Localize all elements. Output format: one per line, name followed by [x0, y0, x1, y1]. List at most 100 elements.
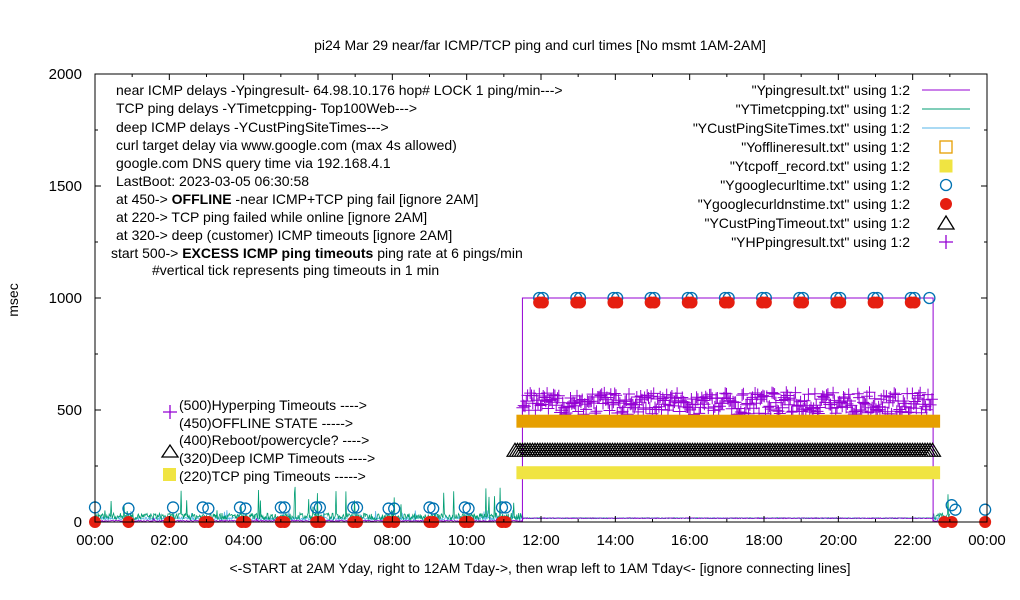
open-circle-point [239, 502, 252, 515]
annotation-offline-suffix: -near ICMP+TCP ping fail [ignore 2AM] [232, 191, 479, 207]
key-triangle-marker [160, 443, 180, 458]
open-circle-point [978, 503, 992, 516]
legend-marker-swatch [939, 235, 953, 249]
legend-entry-label: "Ygooglecurltime.txt" using 1:2 [720, 177, 910, 193]
annotation-2: TCP ping delays -YTimetcpping- Top100Web… [116, 100, 417, 116]
annotation-tick: #vertical tick represents ping timeouts … [152, 262, 439, 278]
band-3 [516, 414, 941, 428]
annotation-excess-prefix: start 500-> [111, 245, 182, 261]
deep-icmp-timeouts [505, 442, 942, 457]
open-circle-point [945, 499, 958, 512]
data-layer [88, 291, 992, 528]
legend-entry-label: "Yofflineresult.txt" using 1:2 [741, 139, 910, 155]
filled-circle-point [722, 296, 735, 309]
y-tick-label: 1000 [49, 290, 82, 307]
annotation-1: near ICMP delays -Ypingresult- 64.98.10.… [116, 82, 563, 98]
annotation-3: deep ICMP delays -YCustPingSiteTimes---> [116, 119, 389, 135]
open-circle-point [202, 502, 215, 515]
filled-circle-point [908, 296, 921, 309]
legend-marker-swatch [939, 159, 953, 173]
open-circle-point [166, 501, 180, 514]
open-circle-point [495, 501, 509, 514]
legend-entry-label: "YCustPingTimeout.txt" using 1:2 [704, 215, 910, 231]
open-circle-point [350, 501, 364, 514]
x-tick-label: 16:00 [671, 532, 709, 549]
band-5 [516, 466, 941, 480]
legend-entry-label: "Ypingresult.txt" using 1:2 [752, 82, 911, 98]
annotation-5: google.com DNS query time via 192.168.4.… [116, 155, 391, 171]
key-plus-marker [163, 405, 177, 419]
legend-marker-swatch [939, 178, 953, 192]
open-circle-point [388, 502, 401, 515]
legend-marker-swatch [940, 198, 952, 210]
filled-circle-point [574, 296, 587, 309]
annotation-excess-bold: EXCESS ICMP ping timeouts [182, 245, 373, 261]
x-axis-label: <-START at 2AM Yday, right to 12AM Tday-… [229, 560, 850, 576]
x-tick-label: 04:00 [225, 532, 263, 549]
x-tick-label: 14:00 [597, 532, 635, 549]
legend-entry-label: "YTimetcpping.txt" using 1:2 [736, 101, 911, 117]
x-tick-label: 06:00 [299, 532, 337, 549]
axis-ticks: 00:00 02:00 04:00 06:00 08:00 10:00 12:00 14:00… [49, 66, 1006, 549]
marker-key: (500)Hyperping Timeouts ----> (450)OFFLI… [160, 397, 375, 484]
annotations: near ICMP delays -Ypingresult- 64.98.10.… [111, 82, 563, 278]
y-tick-label: 1500 [49, 178, 82, 195]
key-label-220: (220)TCP ping Timeouts -----> [179, 468, 366, 484]
open-circle-point [923, 291, 936, 305]
legend-entry-label: "YHPpingresult.txt" using 1:2 [731, 234, 910, 250]
annotation-offline: at 450-> OFFLINE -near ICMP+TCP ping fai… [116, 191, 478, 207]
chart-title: pi24 Mar 29 near/far ICMP/TCP ping and c… [314, 37, 766, 53]
open-circle-point [196, 501, 209, 514]
x-tick-label: 10:00 [448, 532, 486, 549]
annotation-excess-suffix: ping rate at 6 pings/min [373, 245, 522, 261]
filled-circle-point [536, 296, 549, 309]
annotation-8: at 320-> deep (customer) ICMP timeouts [… [116, 227, 452, 243]
open-circle-point [382, 502, 395, 515]
annotation-offline-prefix: at 450-> [116, 191, 172, 207]
open-circle-point [462, 502, 475, 515]
open-circle-point [233, 501, 247, 514]
open-circle-point [347, 501, 360, 514]
filled-circle-point [871, 296, 884, 309]
key-label-500: (500)Hyperping Timeouts ----> [179, 397, 367, 413]
filled-circle-point [797, 296, 810, 309]
open-circle-point [278, 501, 291, 514]
open-circle-point [313, 501, 327, 514]
annotation-6: LastBoot: 2023-03-05 06:30:58 [116, 173, 309, 189]
legend-entry-label: "YCustPingSiteTimes.txt" using 1:2 [693, 120, 910, 136]
annotation-4: curl target delay via www.google.com (ma… [116, 137, 457, 153]
open-circle-point [949, 503, 962, 516]
filled-circle-point [759, 296, 772, 309]
key-square-marker [163, 468, 176, 481]
key-label-450: (450)OFFLINE STATE -----> [179, 415, 353, 431]
legend-marker-swatch [939, 140, 953, 154]
x-tick-label: 00:00 [968, 532, 1006, 549]
x-tick-label: 20:00 [820, 532, 858, 549]
open-circle-point [499, 501, 512, 514]
y-tick-label: 2000 [49, 66, 82, 83]
x-tick-label: 18:00 [745, 532, 783, 549]
annotation-7: at 220-> TCP ping failed while online [i… [116, 209, 427, 225]
y-tick-label: 0 [74, 514, 82, 531]
filled-circle-point [648, 296, 661, 309]
x-tick-label: 00:00 [76, 532, 114, 549]
x-tick-label: 02:00 [151, 532, 189, 549]
filled-circle-point [685, 296, 698, 309]
key-label-400: (400)Reboot/powercycle? ----> [179, 432, 369, 448]
legend: "Ypingresult.txt" using 1:2 "YTimetcpping… [693, 82, 970, 250]
legend-entry-label: "Ytcpoff_record.txt" using 1:2 [730, 158, 910, 174]
open-circle-point [122, 502, 135, 515]
open-circle-point [274, 501, 287, 514]
open-circle-point [309, 501, 323, 514]
x-tick-label: 22:00 [894, 532, 932, 549]
y-tick-label: 500 [57, 402, 82, 419]
key-label-320: (320)Deep ICMP Timeouts ----> [179, 450, 375, 466]
annotation-excess: start 500-> EXCESS ICMP ping timeouts pi… [111, 245, 523, 261]
x-tick-label: 08:00 [374, 532, 412, 549]
open-circle-point [427, 502, 440, 515]
filled-circle-point [834, 296, 847, 309]
outage-box [521, 297, 934, 522]
legend-entry-label: "Ygooglecurldnstime.txt" using 1:2 [698, 196, 910, 212]
x-tick-label: 12:00 [522, 532, 560, 549]
